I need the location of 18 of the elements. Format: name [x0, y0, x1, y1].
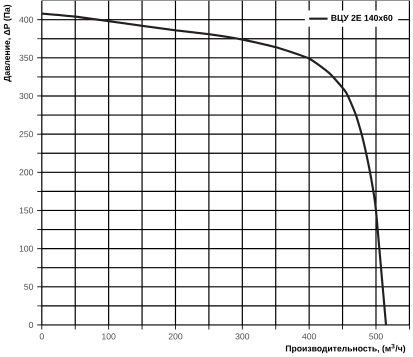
y-tick-label: 50: [24, 284, 34, 290]
x-tick-label: 500: [369, 333, 383, 340]
legend-label: ВЦУ 2Е 140x60: [331, 14, 392, 23]
y-tick-label: 400: [19, 16, 34, 23]
x-tick-label: 100: [102, 333, 116, 340]
y-axis-title: Давление, ΔP (Па): [4, 4, 12, 82]
x-tick-label: 400: [302, 333, 316, 340]
y-tick-label: 150: [20, 208, 34, 214]
y-tick-label: 350: [19, 54, 34, 61]
y-tick-label: 100: [20, 246, 34, 252]
x-tick-label: 0: [40, 333, 44, 340]
y-tick-label: 0: [28, 322, 34, 328]
x-tick-label: 200: [168, 333, 182, 340]
x-axis-title: Производительность, (м$^{3}$/ч): [286, 344, 406, 354]
y-tick-label: 300: [19, 93, 34, 100]
y-tick-label: 200: [19, 169, 34, 176]
x-tick-label: 300: [235, 333, 250, 340]
y-tick-label: 250: [19, 131, 34, 138]
